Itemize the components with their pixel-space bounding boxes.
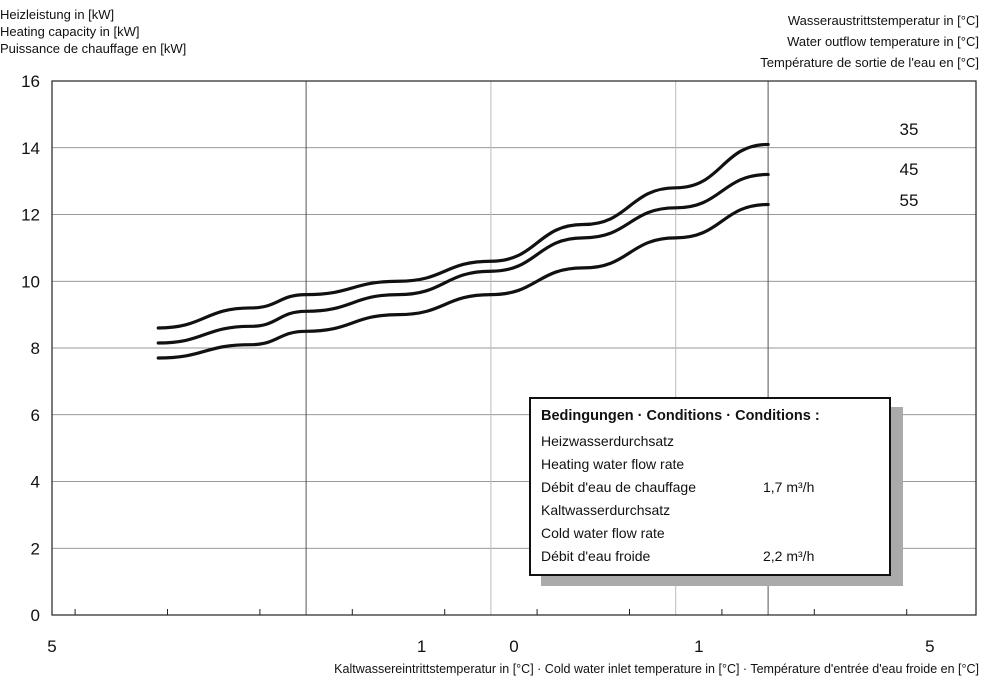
x-tick-label: 5 [925,637,934,656]
y-tick-label: 16 [21,72,40,91]
series-label-35: 35 [900,120,919,139]
series-label-45: 45 [900,160,919,179]
right-axis-title: Wasseraustrittstemperatur in [°C] Water … [760,10,979,73]
right-axis-title-fr: Température de sortie de l'eau en [°C] [760,55,979,70]
series-line-45 [156,172,770,345]
y-tick-label: 12 [21,206,40,225]
right-axis-title-de: Wasseraustrittstemperatur in [°C] [787,13,979,28]
right-axis-title-en: Water outflow temperature in [°C] [787,34,979,49]
x-tick-label: 1 [694,637,703,656]
left-axis-title-fr: Puissance de chauffage en [kW] [0,41,187,56]
y-tick-label: 8 [31,339,40,358]
x-tick-label: 0 [509,637,518,656]
x-axis-title: Kaltwassereintrittstemperatur in [°C] · … [334,662,979,676]
y-tick-label: 2 [31,539,40,558]
cold-flow-label-de: Kaltwasserdurchsatz [541,502,671,518]
cold-flow-label-en: Cold water flow rate [541,525,665,541]
cold-flow-value: 2,2 m³/h [763,548,815,564]
cold-flow-label-fr: Débit d'eau froide [541,548,651,564]
plot-frame [51,80,977,616]
y-tick-label: 0 [31,606,40,625]
heating-flow-label-de: Heizwasserdurchsatz [541,433,675,449]
left-axis-title: Heizleistung in [kW] Heating capacity in… [0,6,186,57]
y-tick-label: 14 [21,139,40,158]
heating-flow-label-fr: Débit d'eau de chauffage [541,479,696,495]
heating-flow-value: 1,7 m³/h [763,479,815,495]
x-tick-label: 5 [47,637,56,656]
conditions-box: Bedingungen · Conditions · Conditions : … [529,397,891,576]
series-label-55: 55 [900,191,919,210]
left-axis-title-de: Heizleistung in [kW] [0,7,115,22]
left-axis-title-en: Heating capacity in [kW] [0,24,140,39]
heating-flow-label-en: Heating water flow rate [541,456,685,472]
x-tick-label: 1 [417,637,426,656]
conditions-title: Bedingungen · Conditions · Conditions : [541,408,820,424]
series-line-55 [156,202,770,360]
y-tick-label: 6 [31,406,40,425]
y-tick-label: 10 [21,272,40,291]
y-tick-label: 4 [31,473,40,492]
series-line-35 [156,142,770,330]
